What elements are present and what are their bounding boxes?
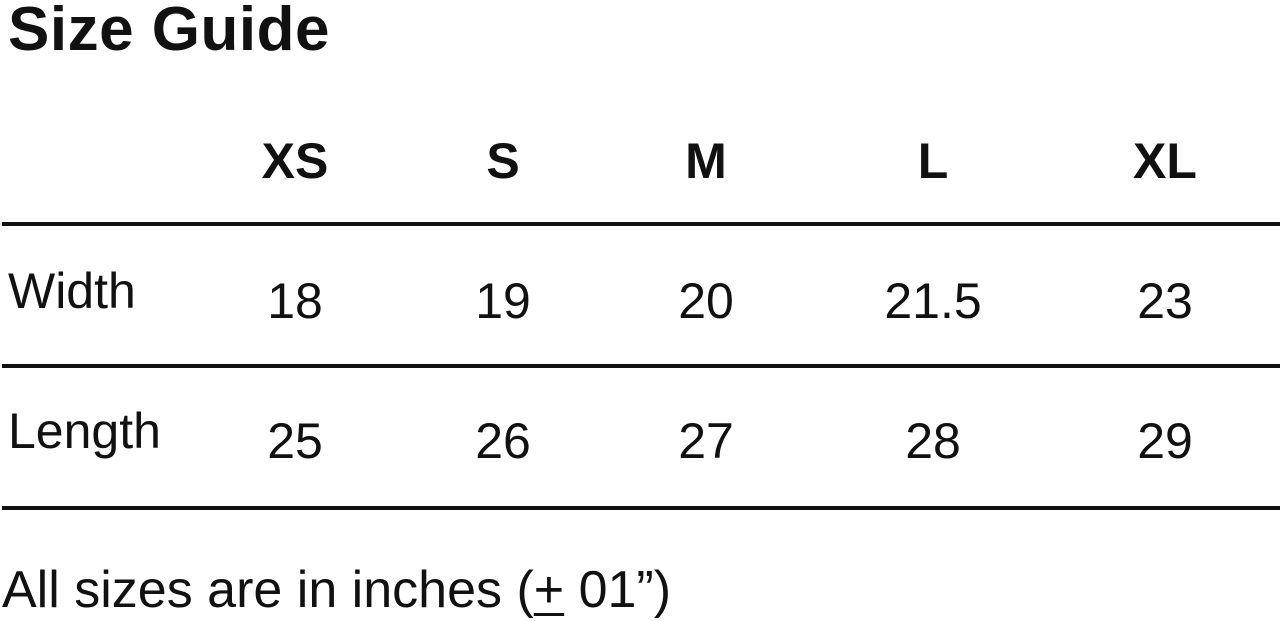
units-note-prefix: All sizes are in inches ( bbox=[2, 561, 534, 619]
table-cell: 26 bbox=[475, 413, 531, 469]
units-note-suffix: 01”) bbox=[564, 561, 672, 619]
table-cell: 25 bbox=[267, 413, 323, 469]
table-cell: 19 bbox=[475, 273, 531, 329]
size-header-s: S bbox=[486, 133, 520, 189]
table-cell: 27 bbox=[678, 413, 734, 469]
table-cell: 29 bbox=[1137, 413, 1193, 469]
divider bbox=[2, 506, 1280, 510]
table-cell: 20 bbox=[678, 273, 734, 329]
page-title: Size Guide bbox=[8, 0, 330, 64]
table-cell: 28 bbox=[905, 413, 961, 469]
table-cell: 18 bbox=[267, 273, 323, 329]
table-cell: 23 bbox=[1137, 273, 1193, 329]
plus-minus-sign: + bbox=[533, 561, 565, 619]
table-cell: 21.5 bbox=[884, 273, 982, 329]
size-header-xl: XL bbox=[1133, 133, 1197, 189]
divider bbox=[2, 222, 1280, 226]
divider bbox=[2, 364, 1280, 368]
units-note: All sizes are in inches (+ 01”) bbox=[2, 560, 671, 620]
size-header-xs: XS bbox=[261, 133, 329, 189]
row-label-length: Length bbox=[8, 403, 161, 459]
size-header-m: M bbox=[685, 133, 727, 189]
size-header-l: L bbox=[917, 133, 949, 189]
row-label-width: Width bbox=[8, 263, 136, 319]
